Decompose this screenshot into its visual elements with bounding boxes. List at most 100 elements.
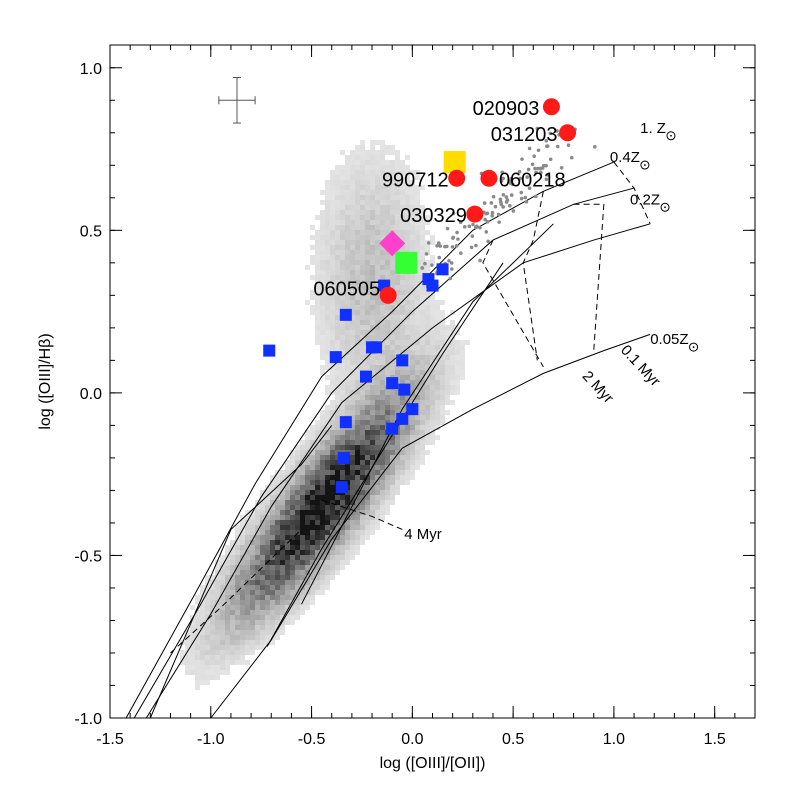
density-cell — [305, 570, 310, 575]
density-cell — [320, 350, 325, 355]
density-cell — [450, 365, 455, 370]
density-cell — [340, 430, 345, 435]
density-cell — [330, 460, 335, 465]
density-cell — [265, 535, 270, 540]
density-cell — [320, 525, 325, 530]
density-cell — [245, 630, 250, 635]
solar-symbol-dot — [643, 164, 646, 166]
density-cell — [360, 520, 365, 525]
density-cell — [380, 320, 385, 325]
grey-dot — [508, 179, 512, 184]
density-cell — [410, 385, 415, 390]
density-cell — [350, 180, 355, 185]
density-cell — [390, 325, 395, 330]
density-cell — [355, 175, 360, 180]
density-cell — [380, 255, 385, 260]
density-cell — [240, 550, 245, 555]
density-cell — [325, 275, 330, 280]
density-cell — [290, 490, 295, 495]
density-cell — [345, 195, 350, 200]
density-cell — [310, 600, 315, 605]
density-cell — [310, 245, 315, 250]
density-cell — [370, 280, 375, 285]
solar-symbol-icon — [666, 131, 676, 141]
density-cell — [380, 170, 385, 175]
density-cell — [390, 275, 395, 280]
density-cell — [360, 485, 365, 490]
density-cell — [315, 515, 320, 520]
density-cell — [350, 365, 355, 370]
density-cell — [380, 450, 385, 455]
density-cell — [325, 450, 330, 455]
density-cell — [350, 310, 355, 315]
density-cell — [385, 275, 390, 280]
density-cell — [305, 495, 310, 500]
density-cell — [345, 385, 350, 390]
density-cell — [350, 390, 355, 395]
density-cell — [315, 315, 320, 320]
density-cell — [335, 460, 340, 465]
density-cell — [220, 625, 225, 630]
density-cell — [390, 180, 395, 185]
density-cell — [400, 230, 405, 235]
density-cell — [390, 310, 395, 315]
density-cell — [330, 435, 335, 440]
density-cell — [360, 450, 365, 455]
density-cell — [385, 395, 390, 400]
density-cell — [345, 440, 350, 445]
density-cell — [195, 620, 200, 625]
density-cell — [380, 400, 385, 405]
density-cell — [370, 395, 375, 400]
density-cell — [415, 345, 420, 350]
density-cell — [335, 315, 340, 320]
density-cell — [225, 670, 230, 675]
density-cell — [400, 165, 405, 170]
density-cell — [335, 410, 340, 415]
density-cell — [260, 635, 265, 640]
grey-dot — [499, 179, 504, 183]
density-cell — [330, 255, 335, 260]
density-cell — [340, 250, 345, 255]
grey-dot — [509, 193, 514, 197]
density-cell — [240, 610, 245, 615]
density-cell — [410, 295, 415, 300]
density-cell — [240, 605, 245, 610]
density-cell — [330, 560, 335, 565]
density-cell — [225, 620, 230, 625]
density-cell — [430, 355, 435, 360]
density-cell — [260, 540, 265, 545]
density-cell — [230, 625, 235, 630]
density-cell — [405, 340, 410, 345]
density-cell — [340, 385, 345, 390]
density-cell — [200, 600, 205, 605]
density-cell — [305, 455, 310, 460]
density-cell — [380, 185, 385, 190]
grey-dot — [451, 236, 455, 240]
density-cell — [205, 645, 210, 650]
density-cell — [230, 570, 235, 575]
density-cell — [320, 445, 325, 450]
density-cell — [320, 470, 325, 475]
density-cell — [450, 385, 455, 390]
density-cell — [270, 545, 275, 550]
density-cell — [300, 500, 305, 505]
density-cell — [190, 605, 195, 610]
density-cell — [335, 430, 340, 435]
density-cell — [375, 285, 380, 290]
grey-dot — [541, 163, 546, 168]
density-cell — [260, 535, 265, 540]
density-cell — [385, 270, 390, 275]
density-cell — [315, 540, 320, 545]
density-cell — [265, 505, 270, 510]
density-cell — [250, 605, 255, 610]
density-cell — [345, 470, 350, 475]
density-cell — [345, 345, 350, 350]
density-cell — [325, 540, 330, 545]
density-cell — [255, 535, 260, 540]
density-cell — [350, 455, 355, 460]
density-cell — [365, 495, 370, 500]
density-cell — [370, 430, 375, 435]
x-axis-label: log ([OIII]/[OII]) — [380, 755, 486, 772]
density-cell — [405, 155, 410, 160]
density-cell — [335, 370, 340, 375]
